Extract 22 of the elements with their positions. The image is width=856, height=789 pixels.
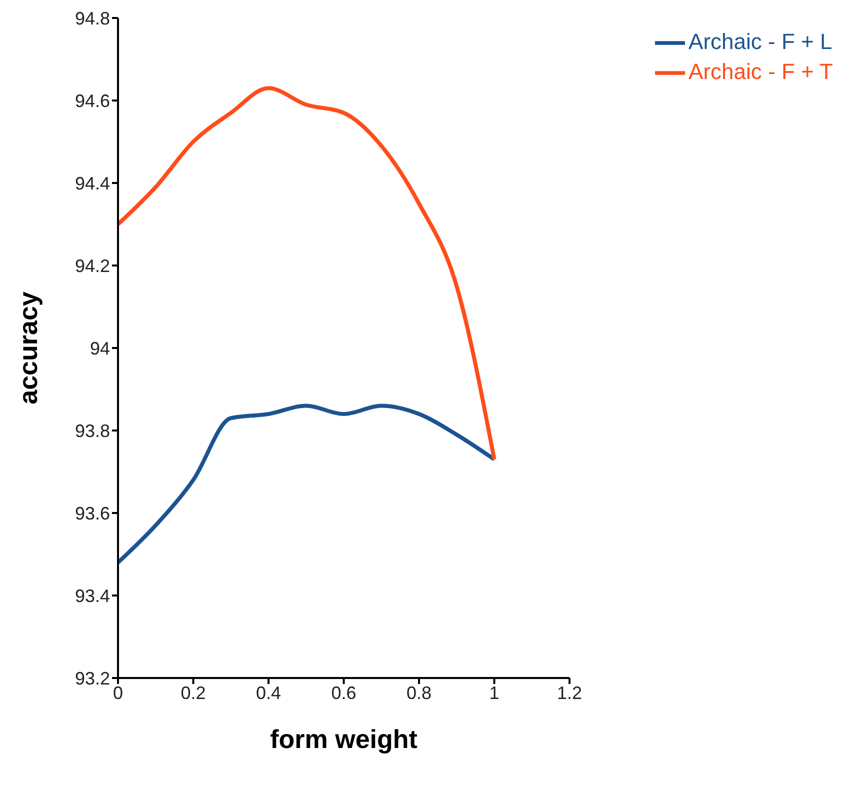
y-tick-label: 93.8 [74,420,110,441]
y-tick-label: 94 [90,338,110,358]
line-series [118,404,496,564]
legend-label: Archaic - F + T [688,58,833,84]
y-axis-title: accuracy [13,291,44,404]
x-tick-label: 0.4 [256,682,282,703]
y-tick-label: 94.2 [74,256,110,276]
y-tick-label: 93.4 [74,586,110,606]
x-axis-title: form weight [270,724,418,754]
legend-label: Archaic - F + L [688,28,832,54]
y-tick-label: 94.4 [74,173,110,194]
line-series [118,86,496,462]
y-tick-label: 93.6 [74,503,110,524]
x-tick-label: 0 [112,682,124,703]
y-tick-label: 94.8 [74,8,110,28]
x-tick-label: 1.2 [557,682,582,703]
x-tick-label: 1 [489,682,500,703]
x-tick-label: 0.6 [331,682,356,703]
y-tick-label: 93.2 [74,668,110,688]
x-tick-label: 0.2 [180,682,206,703]
x-tick-label: 0.8 [406,682,432,703]
y-tick-label: 94.6 [74,90,110,111]
